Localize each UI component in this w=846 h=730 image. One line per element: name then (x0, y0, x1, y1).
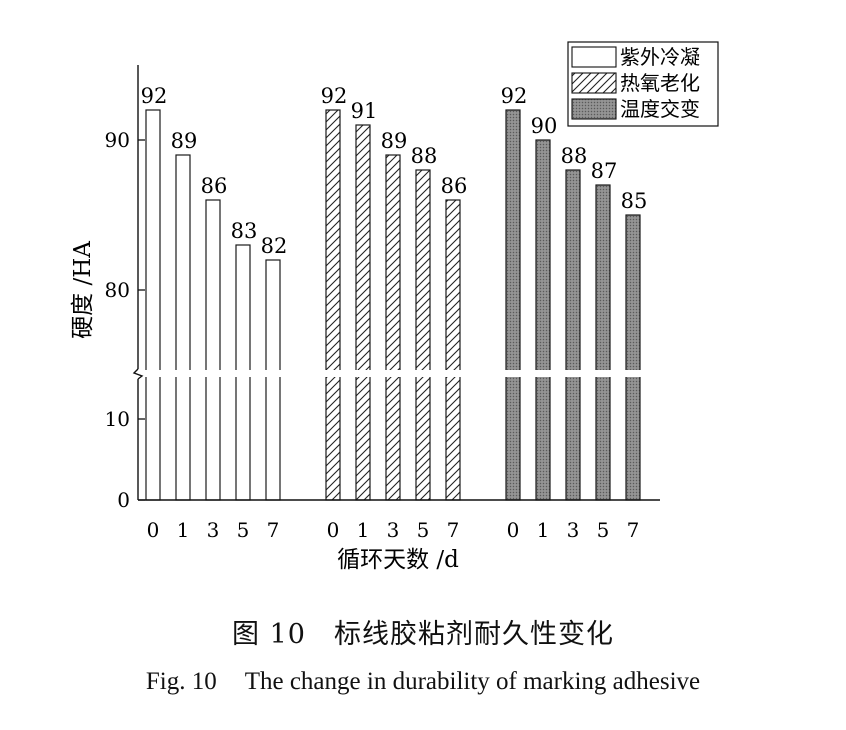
legend-swatch (571, 72, 617, 94)
data-label: 87 (591, 159, 618, 183)
data-label: 92 (141, 84, 168, 108)
bar (445, 199, 461, 501)
x-tick-label: 7 (267, 518, 280, 542)
data-label: 86 (201, 174, 228, 198)
x-tick-label: 7 (447, 518, 460, 542)
legend-label: 热氧老化 (620, 71, 700, 95)
bar (325, 109, 341, 501)
x-tick-label: 3 (567, 518, 580, 542)
x-tick-label: 5 (597, 518, 610, 542)
data-label: 92 (321, 84, 348, 108)
data-label: 90 (531, 114, 558, 138)
bar (505, 109, 521, 501)
y-tick-label: 10 (105, 407, 130, 431)
x-axis-label: 循环天数 /d (337, 547, 459, 573)
bar (595, 184, 611, 501)
caption-cn-title: 标线胶粘剂耐久性变化 (333, 619, 614, 650)
bar (265, 259, 281, 501)
bar (205, 199, 221, 501)
bar (175, 154, 191, 501)
x-tick-label: 1 (537, 518, 550, 542)
x-tick-label: 1 (177, 518, 190, 542)
bar (355, 124, 371, 501)
x-tick-label: 1 (357, 518, 370, 542)
caption-en-label: Fig. 10 (145, 668, 217, 695)
bar (385, 154, 401, 501)
bar (415, 169, 431, 501)
data-label: 91 (351, 99, 378, 123)
data-label: 88 (411, 144, 438, 168)
bar (565, 169, 581, 501)
x-tick-label: 7 (627, 518, 640, 542)
bar (535, 139, 551, 501)
x-tick-label: 0 (327, 518, 340, 542)
axis-break-mark (132, 368, 144, 380)
caption-en-title: The change in durability of marking adhe… (244, 668, 701, 695)
x-tick-label: 0 (147, 518, 160, 542)
y-axis-label: 硬度 /HA (70, 241, 96, 339)
bar (145, 109, 161, 501)
y-tick-label: 0 (117, 488, 130, 512)
y-tick-label: 90 (105, 128, 130, 152)
x-tick-label: 5 (417, 518, 430, 542)
data-label: 92 (501, 84, 528, 108)
y-tick-label: 80 (105, 278, 130, 302)
data-label: 86 (441, 174, 468, 198)
caption-english: Fig. 10 The change in durability of marki… (0, 668, 846, 696)
data-label: 88 (561, 144, 588, 168)
axis-break-gap (140, 370, 660, 377)
data-label: 83 (231, 219, 258, 243)
caption-chinese: 图 10 标线胶粘剂耐久性变化 (0, 612, 846, 651)
legend-swatch (571, 98, 617, 120)
x-tick-label: 3 (207, 518, 220, 542)
data-label: 82 (261, 234, 288, 258)
x-tick-label: 3 (387, 518, 400, 542)
legend-swatch (571, 46, 617, 68)
x-tick-label: 0 (507, 518, 520, 542)
data-label: 89 (381, 129, 408, 153)
x-tick-label: 5 (237, 518, 250, 542)
data-label: 85 (621, 189, 648, 213)
legend-label: 紫外冷凝 (620, 45, 700, 69)
bar (625, 214, 641, 501)
data-label: 89 (171, 129, 198, 153)
caption-cn-label: 图 10 (232, 619, 306, 650)
legend-label: 温度交变 (620, 97, 700, 121)
